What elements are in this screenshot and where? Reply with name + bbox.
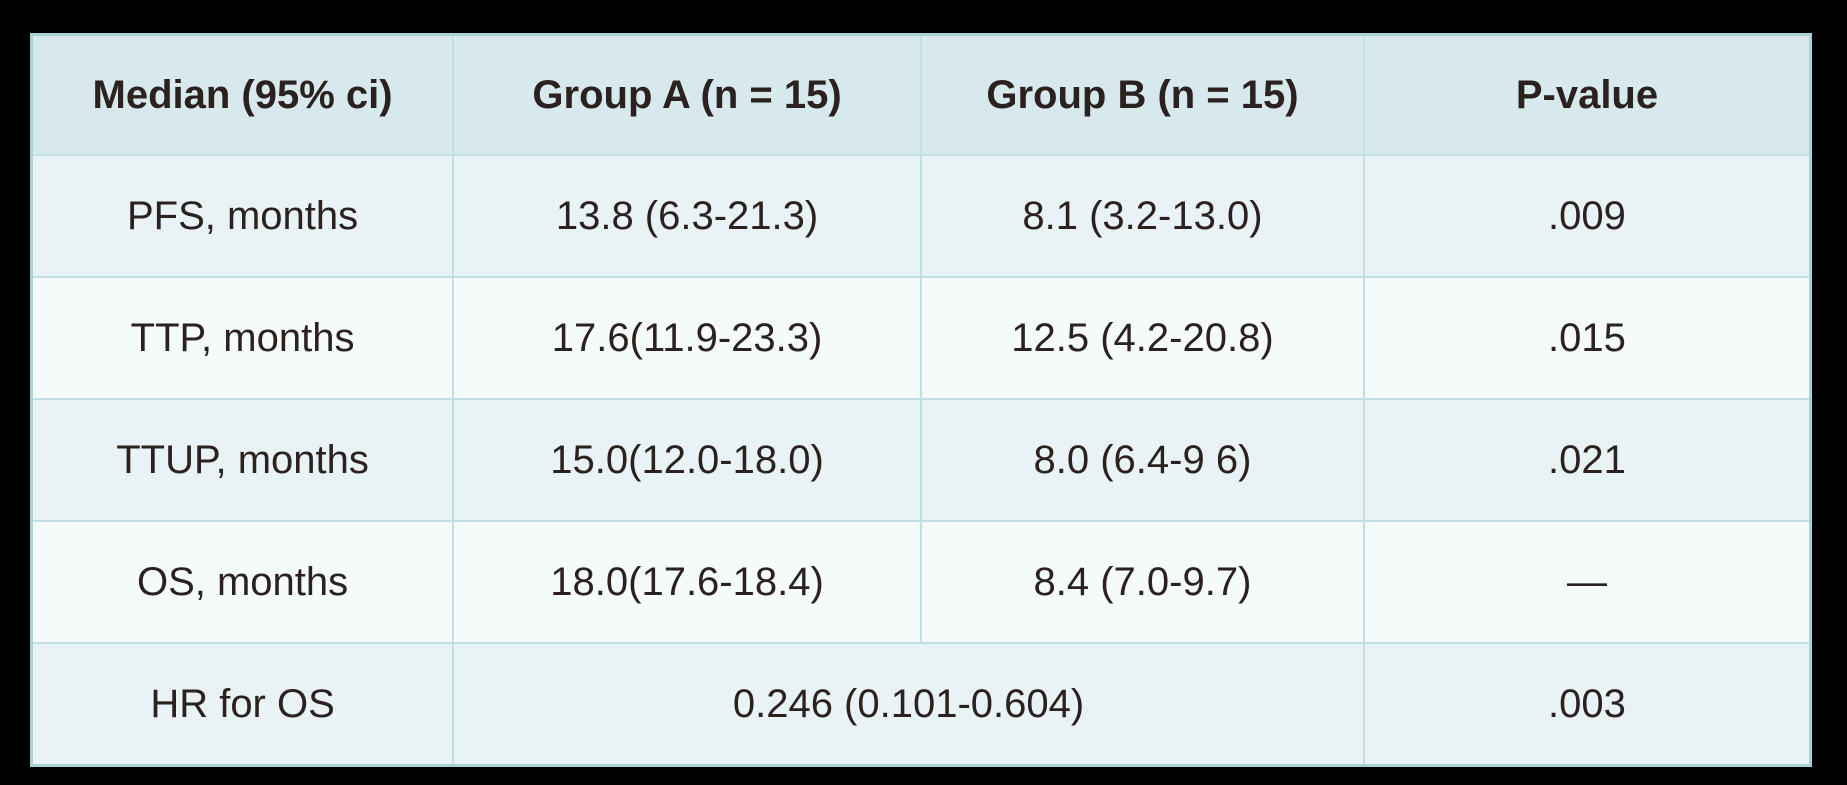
table-row-ttup: TTUP, months 15.0(12.0-18.0) 8.0 (6.4-9 …	[30, 398, 1812, 522]
group-a-cell: 13.8 (6.3-21.3)	[452, 154, 922, 278]
p-value-cell: .003	[1362, 642, 1812, 767]
group-b-cell: 8.4 (7.0-9.7)	[919, 520, 1365, 644]
table-row-hr-for-os: HR for OS 0.246 (0.101-0.604) .003	[30, 642, 1812, 767]
row-label-cell: PFS, months	[30, 154, 455, 278]
column-header-median: Median (95% ci)	[30, 33, 455, 156]
group-b-cell: 8.0 (6.4-9 6)	[919, 398, 1365, 522]
merged-groups-cell: 0.246 (0.101-0.604)	[452, 642, 1365, 767]
group-a-cell: 18.0(17.6-18.4)	[452, 520, 922, 644]
p-value-cell: .021	[1362, 398, 1812, 522]
group-a-cell: 17.6(11.9-23.3)	[452, 276, 922, 400]
row-label-cell: TTUP, months	[30, 398, 455, 522]
p-value-cell: .015	[1362, 276, 1812, 400]
row-label-cell: HR for OS	[30, 642, 455, 767]
column-header-group-a: Group A (n = 15)	[452, 33, 922, 156]
column-header-p-value: P-value	[1362, 33, 1812, 156]
group-a-cell: 15.0(12.0-18.0)	[452, 398, 922, 522]
p-value-cell: —	[1362, 520, 1812, 644]
column-header-group-b: Group B (n = 15)	[919, 33, 1365, 156]
row-label-cell: OS, months	[30, 520, 455, 644]
p-value-cell: .009	[1362, 154, 1812, 278]
group-b-cell: 12.5 (4.2-20.8)	[919, 276, 1365, 400]
table-row-os: OS, months 18.0(17.6-18.4) 8.4 (7.0-9.7)…	[30, 520, 1812, 644]
table-row-ttp: TTP, months 17.6(11.9-23.3) 12.5 (4.2-20…	[30, 276, 1812, 400]
group-b-cell: 8.1 (3.2-13.0)	[919, 154, 1365, 278]
table-row-pfs: PFS, months 13.8 (6.3-21.3) 8.1 (3.2-13.…	[30, 154, 1812, 278]
header-row: Median (95% ci) Group A (n = 15) Group B…	[30, 33, 1812, 156]
results-table: Median (95% ci) Group A (n = 15) Group B…	[30, 33, 1812, 767]
row-label-cell: TTP, months	[30, 276, 455, 400]
